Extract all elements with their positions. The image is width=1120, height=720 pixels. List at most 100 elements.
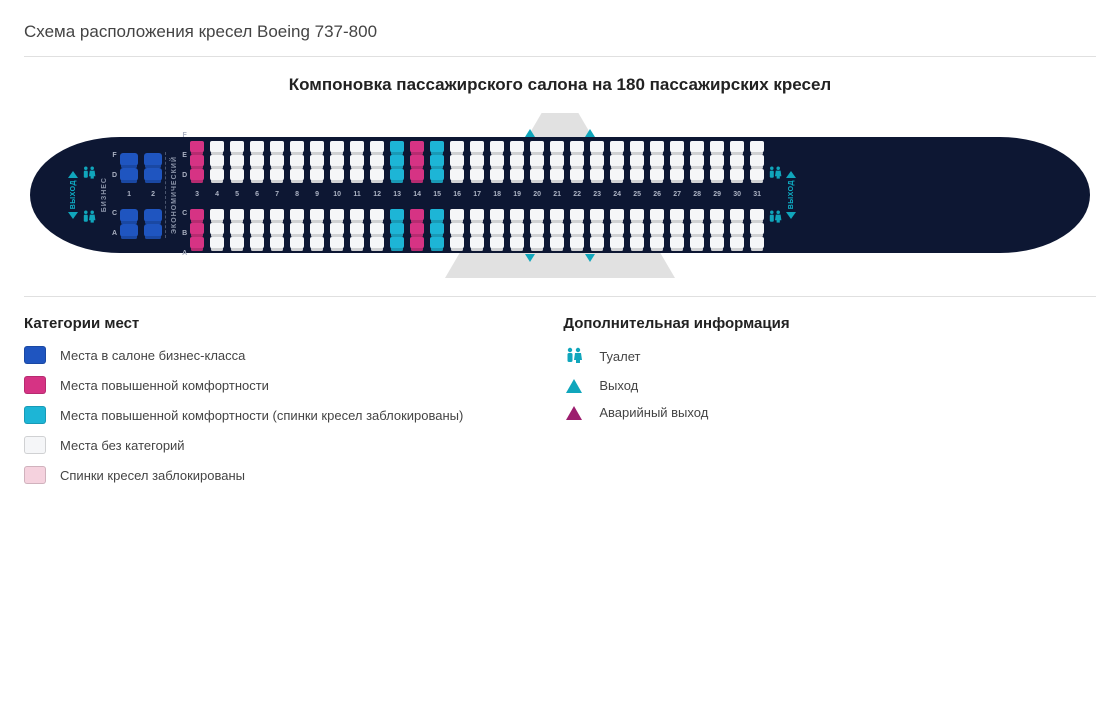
seat [490, 155, 504, 167]
seat [430, 141, 444, 153]
seat [270, 169, 284, 181]
seat-letter-labels: FDCA [112, 151, 117, 239]
seat-column: 27 [670, 141, 684, 249]
seat [370, 155, 384, 167]
seat [190, 155, 204, 167]
seat [410, 155, 424, 167]
seat [750, 209, 764, 221]
legend-label: Места повышенной комфортности [60, 378, 269, 393]
row-number: 20 [533, 191, 541, 199]
seat [750, 169, 764, 181]
seat [290, 141, 304, 153]
seat [430, 237, 444, 249]
seat [190, 209, 204, 221]
row-number: 13 [393, 191, 401, 199]
seat [550, 169, 564, 181]
seat [330, 237, 344, 249]
seat [530, 223, 544, 235]
seat-column: 24 [610, 141, 624, 249]
row-number: 6 [255, 191, 259, 199]
seat [610, 141, 624, 153]
seat-column: 19 [510, 141, 524, 249]
seat [570, 223, 584, 235]
seat-column: 8 [290, 141, 304, 249]
seat [470, 155, 484, 167]
seat [370, 141, 384, 153]
legend: Категории мест Места в салоне бизнес-кла… [24, 315, 1096, 496]
legend-swatch [24, 406, 46, 424]
seat [410, 237, 424, 249]
divider-top [24, 56, 1096, 57]
seat [370, 223, 384, 235]
legend-swatch [24, 436, 46, 454]
seat [390, 141, 404, 153]
seat-column: 9 [310, 141, 324, 249]
seat [350, 209, 364, 221]
seat [210, 223, 224, 235]
row-number: 17 [473, 191, 481, 199]
legend-categories-list: Места в салоне бизнес-класса Места повыше… [24, 346, 463, 484]
seat [250, 209, 264, 221]
seat [290, 223, 304, 235]
row-number: 15 [433, 191, 441, 199]
class-label: БИЗНЕС [100, 177, 109, 212]
legend-info-title: Дополнительная информация [563, 315, 789, 332]
seat [370, 169, 384, 181]
seat-column: 14 [410, 141, 424, 249]
seat [310, 223, 324, 235]
seat [550, 223, 564, 235]
seat [350, 237, 364, 249]
seat-column: 21 [550, 141, 564, 249]
seat [250, 155, 264, 167]
legend-label: Выход [599, 378, 638, 393]
seat [470, 141, 484, 153]
row-number: 22 [573, 191, 581, 199]
legend-item: Туалет [563, 346, 789, 366]
row-number: 30 [733, 191, 741, 199]
seat [450, 141, 464, 153]
economy-seat-area: 3456789101112131415161718192021222324252… [190, 141, 764, 249]
toilet-icon [563, 346, 585, 366]
seat [610, 237, 624, 249]
seat-letter-labels: FEDCBA [182, 131, 187, 259]
seat [690, 209, 704, 221]
row-number: 7 [275, 191, 279, 199]
seat [650, 209, 664, 221]
exit-label: ВЫХОД [788, 180, 795, 209]
row-number: 21 [553, 191, 561, 199]
seat [570, 237, 584, 249]
row-number: 31 [753, 191, 761, 199]
seat-column: 2 [144, 153, 162, 237]
seat [710, 223, 724, 235]
seat [550, 155, 564, 167]
seat [190, 223, 204, 235]
seat [430, 209, 444, 221]
seat [530, 209, 544, 221]
seat [350, 155, 364, 167]
seat [470, 209, 484, 221]
seat [144, 209, 162, 222]
seat [310, 141, 324, 153]
seat [710, 141, 724, 153]
row-number: 5 [235, 191, 239, 199]
seat [430, 155, 444, 167]
row-number: 10 [333, 191, 341, 199]
row-number: 3 [195, 191, 199, 199]
legend-item: Аварийный выход [563, 405, 789, 420]
seat [610, 223, 624, 235]
seat [670, 223, 684, 235]
legend-item: Места в салоне бизнес-класса [24, 346, 463, 364]
seat [330, 223, 344, 235]
seat [710, 155, 724, 167]
seat [250, 169, 264, 181]
seat [210, 169, 224, 181]
seat [210, 155, 224, 167]
legend-swatch [24, 466, 46, 484]
seat-column: 7 [270, 141, 284, 249]
seat [270, 141, 284, 153]
seat [590, 223, 604, 235]
seat [210, 141, 224, 153]
emergency_exit-icon [563, 406, 585, 420]
legend-info: Дополнительная информация Туалет Выход Ава… [563, 315, 789, 496]
exit-label: ВЫХОД [70, 180, 77, 209]
